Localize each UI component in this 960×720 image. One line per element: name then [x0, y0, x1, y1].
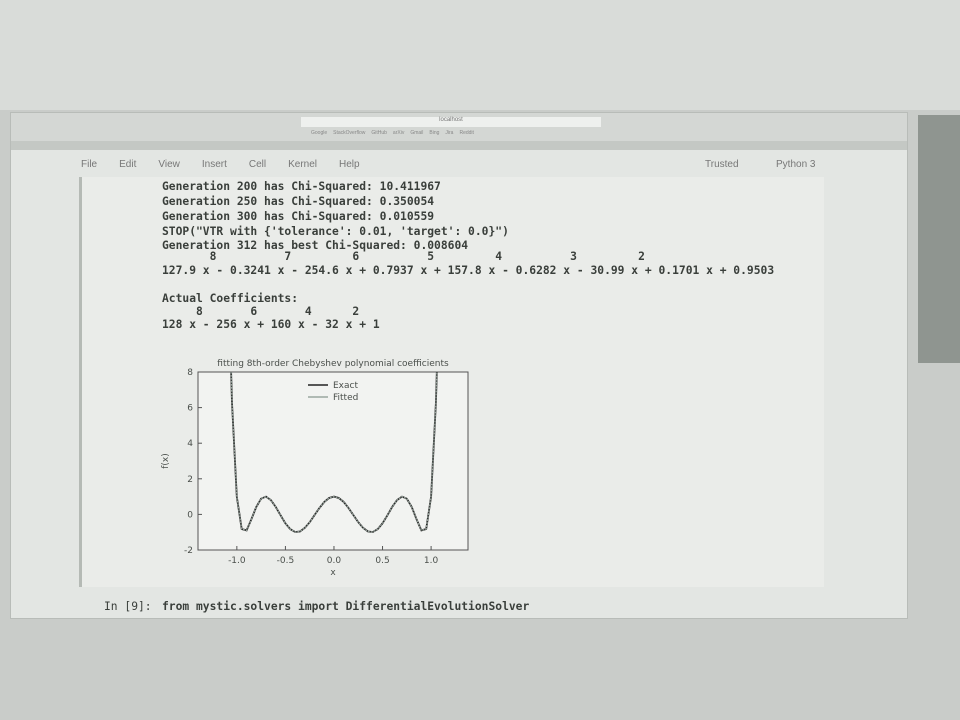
menu-item[interactable]: Cell — [248, 159, 267, 170]
output-line: 128 x - 256 x + 160 x - 32 x + 1 — [162, 318, 380, 331]
bookmarks-bar: Google StackOverflow GitHub arXiv Gmail Bing J… — [311, 130, 474, 136]
tab-bar — [11, 141, 907, 150]
kernel-name: Python 3 — [776, 159, 816, 170]
address-bar[interactable]: localhost — [301, 117, 601, 127]
bookmark: GitHub — [371, 130, 387, 136]
output-line: Generation 200 has Chi-Squared: 10.41196… — [162, 180, 441, 193]
output-line: 127.9 x - 0.3241 x - 254.6 x + 0.7937 x … — [162, 264, 775, 277]
output-line: 8 6 4 2 — [162, 305, 360, 318]
trusted[interactable]: Trusted — [705, 159, 739, 170]
bookmark: Reddit — [459, 130, 474, 136]
output-line: STOP("VTR with {'tolerance': 0.01, 'targ… — [162, 225, 509, 238]
plot: fitting 8th-order Chebyshev polynomial c… — [161, 359, 469, 578]
input-prompt: In [9]: — [104, 600, 152, 613]
output-line: Generation 312 has best Chi-Squared: 0.0… — [162, 239, 469, 252]
x-tick-label: 0.0 — [327, 556, 342, 566]
bookmark: Google — [311, 130, 328, 136]
axes — [197, 371, 469, 551]
input-cell — [80, 598, 820, 616]
y-tick-label: 2 — [187, 475, 193, 485]
lines — [230, 372, 438, 533]
plot-title: fitting 8th-order Chebyshev polynomial c… — [217, 359, 449, 369]
x-tick-label: -0.5 — [277, 556, 295, 566]
legend-label: Exact — [333, 381, 358, 391]
output-line: Generation 300 has Chi-Squared: 0.010559 — [162, 210, 435, 223]
menu-item[interactable]: File — [81, 159, 98, 170]
line — [230, 372, 438, 533]
wall — [0, 0, 960, 110]
bookmark: Bing — [429, 130, 440, 136]
y-tick-label: 4 — [187, 439, 193, 449]
legend-label: Fitted — [333, 393, 358, 403]
x-tick-label: -1.0 — [228, 556, 246, 566]
output-line: Generation 250 has Chi-Squared: 0.350054 — [162, 195, 435, 208]
side-screen — [918, 115, 960, 363]
menu-item[interactable]: Help — [339, 159, 360, 170]
y-label: f(x) — [161, 453, 171, 469]
y-tick-label: 0 — [187, 510, 193, 520]
x-tick-label: 0.5 — [375, 556, 389, 566]
output-line: 8 7 6 5 4 3 2 — [162, 250, 645, 263]
y-tick-label: 6 — [187, 404, 193, 414]
bookmark: arXiv — [392, 130, 405, 136]
menu-item[interactable]: Kernel — [288, 159, 318, 170]
bookmark: StackOverflow — [333, 130, 366, 136]
x-tick-label: 1.0 — [424, 556, 439, 566]
menu-bar: File Edit View Insert Cell Kernel Help — [81, 159, 360, 170]
menu-item[interactable]: View — [158, 159, 180, 170]
y-tick-label: 8 — [187, 368, 193, 378]
y-tick-label: -2 — [184, 546, 193, 556]
input-code: from mystic.solvers import DifferentialE… — [162, 600, 530, 613]
bookmark: Gmail — [410, 130, 424, 136]
output-line: Actual Coefficients: — [162, 292, 299, 305]
menu-item[interactable]: Edit — [119, 159, 137, 170]
x-label: x — [330, 568, 336, 578]
menu-item[interactable]: Insert — [201, 159, 227, 170]
bookmark: Jira — [445, 130, 454, 136]
